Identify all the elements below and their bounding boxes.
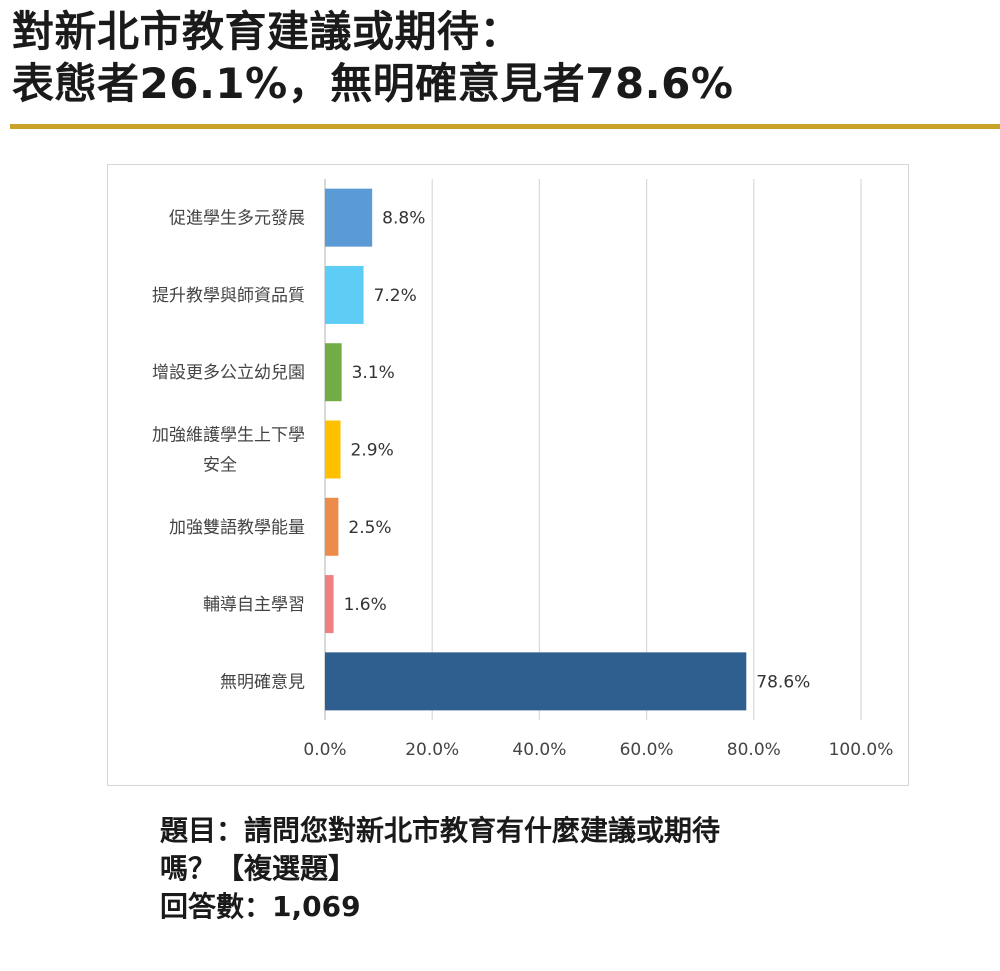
category-label: 安全 xyxy=(203,456,237,476)
x-tick-label: 100.0% xyxy=(829,740,894,760)
data-label: 1.6% xyxy=(344,595,387,615)
bar xyxy=(325,420,341,479)
headline-divider xyxy=(10,124,1000,129)
category-label: 加強維護學生上下學 xyxy=(152,426,305,446)
x-tick-label: 60.0% xyxy=(620,740,674,760)
data-label: 7.2% xyxy=(374,286,417,306)
data-label: 2.5% xyxy=(348,518,391,538)
category-label: 促進學生多元發展 xyxy=(169,209,305,229)
headline: 對新北市教育建議或期待： 表態者26.1%，無明確意見者78.6% xyxy=(12,6,992,110)
question-line-2: 嗎？【複選題】 xyxy=(160,852,357,885)
question-line-1: 題目：請問您對新北市教育有什麼建議或期待 xyxy=(160,814,721,847)
x-tick-label: 40.0% xyxy=(512,740,566,760)
data-label: 8.8% xyxy=(382,209,425,229)
category-label: 提升教學與師資品質 xyxy=(152,286,305,306)
headline-line-2: 表態者26.1%，無明確意見者78.6% xyxy=(12,59,734,108)
category-label: 輔導自主學習 xyxy=(203,595,305,615)
response-count: 回答數：1,069 xyxy=(160,890,361,923)
x-tick-label: 80.0% xyxy=(727,740,781,760)
headline-line-1: 對新北市教育建議或期待： xyxy=(12,7,523,56)
category-label: 增設更多公立幼兒園 xyxy=(152,363,305,383)
bar xyxy=(325,497,339,556)
bar-chart-svg: 0.0% 20.0% 40.0% 60.0% 80.0% 100.0% 8.8% 促進學生多元… xyxy=(152,179,894,760)
bar xyxy=(325,343,342,402)
data-label: 78.6% xyxy=(756,672,810,692)
category-label: 無明確意見 xyxy=(220,672,305,692)
bar-chart: 0.0% 20.0% 40.0% 60.0% 80.0% 100.0% 8.8% 促進學生多元… xyxy=(107,164,909,786)
bar xyxy=(325,575,334,634)
data-label: 3.1% xyxy=(352,363,395,383)
bar xyxy=(325,265,364,324)
data-label: 2.9% xyxy=(351,441,394,461)
category-label: 加強雙語教學能量 xyxy=(169,518,305,538)
x-tick-label: 20.0% xyxy=(405,740,459,760)
bar xyxy=(325,188,373,247)
survey-footer: 題目：請問您對新北市教育有什麼建議或期待 嗎？【複選題】 回答數：1,069 xyxy=(160,812,980,926)
x-tick-label: 0.0% xyxy=(303,740,346,760)
bar xyxy=(325,652,747,711)
